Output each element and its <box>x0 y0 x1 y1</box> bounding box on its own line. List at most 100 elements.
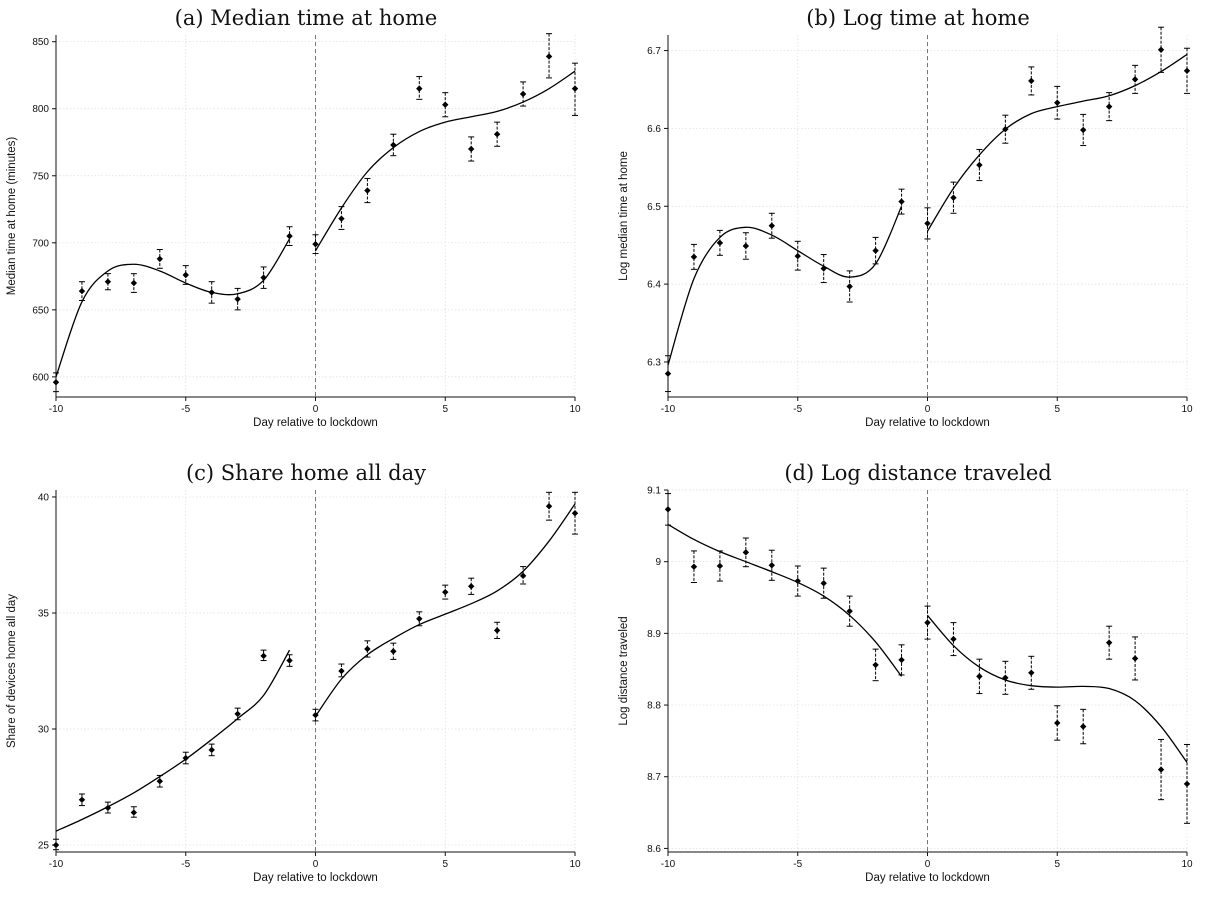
y-tick-label: 6.6 <box>647 124 661 135</box>
y-tick-label: 8.9 <box>647 629 661 640</box>
chart-plot-c: -10 -5 0 5 10 25 30 35 40 Day relative to lockdow… <box>6 490 581 884</box>
y-tick-label: 8.6 <box>647 844 661 855</box>
x-tick-label: 10 <box>1181 859 1193 870</box>
data-point <box>130 279 138 287</box>
x-tick-label: -5 <box>181 859 190 870</box>
y-tick-label: 850 <box>32 37 49 48</box>
data-point <box>104 278 112 285</box>
data-point <box>1183 67 1191 75</box>
data-point <box>950 635 957 643</box>
fit-curve-post <box>314 70 576 252</box>
data-point <box>794 577 801 585</box>
data-point <box>78 287 86 295</box>
data-point <box>208 289 215 296</box>
data-point <box>442 588 449 596</box>
data-point <box>742 242 750 250</box>
data-point <box>664 506 672 513</box>
chart-panel-a: (a) Median time at home -10 -5 0 5 10 600 650 7… <box>0 0 612 455</box>
chart-plot-a: -10 -5 0 5 10 600 650 700 750 800 850 Day relative … <box>6 33 581 429</box>
data-point <box>78 796 86 803</box>
fit-curve-post <box>927 615 1188 763</box>
data-point <box>571 85 579 92</box>
fit-curve-post <box>314 503 576 717</box>
data-point <box>742 549 750 556</box>
data-point <box>364 187 371 194</box>
data-point <box>182 271 189 279</box>
data-point <box>234 295 241 303</box>
data-point <box>1054 99 1061 106</box>
chart-panel-b: (b) Log time at home -10 -5 0 5 10 6.3 6.4 6.5 6… <box>612 0 1224 455</box>
data-point <box>338 667 345 675</box>
y-tick-label: 6.7 <box>647 46 661 57</box>
data-point <box>104 804 112 812</box>
data-point <box>130 809 138 816</box>
data-point <box>312 711 319 719</box>
data-point <box>260 652 267 660</box>
x-tick-label: -10 <box>49 859 64 870</box>
x-tick-label: -10 <box>661 859 676 870</box>
x-tick-label: -5 <box>181 404 190 415</box>
y-tick-label: 40 <box>38 492 50 503</box>
x-axis-label: Day relative to lockdown <box>253 417 378 429</box>
data-point <box>156 255 163 263</box>
y-tick-label: 9.1 <box>647 486 661 497</box>
x-tick-label: -5 <box>793 404 802 415</box>
data-point <box>312 240 319 248</box>
y-tick-label: 8.7 <box>647 772 661 783</box>
data-point <box>519 90 527 98</box>
data-point <box>872 247 879 254</box>
data-point <box>1157 766 1165 773</box>
data-point <box>898 198 905 205</box>
y-tick-label: 650 <box>32 305 49 316</box>
data-point <box>52 379 60 386</box>
y-tick-label: 25 <box>38 841 50 852</box>
data-point <box>208 746 215 754</box>
y-axis-label: Log distance traveled <box>618 616 630 725</box>
data-point <box>52 841 60 849</box>
data-point <box>442 101 449 108</box>
data-point <box>390 648 397 655</box>
y-tick-label: 750 <box>32 171 49 182</box>
data-point <box>468 145 475 153</box>
data-point <box>1028 669 1035 676</box>
data-point <box>976 673 983 680</box>
data-point <box>338 215 345 222</box>
data-point <box>976 161 983 169</box>
data-point <box>1080 723 1087 730</box>
x-tick-label: 10 <box>569 404 581 415</box>
data-point <box>1157 46 1165 53</box>
x-axis-label: Day relative to lockdown <box>865 417 990 429</box>
data-point <box>690 563 698 570</box>
data-point <box>1105 103 1113 110</box>
x-tick-label: 0 <box>313 859 319 870</box>
data-point <box>872 661 879 669</box>
chart-panel-d: (d) Log distance traveled -10 -5 0 5 10 8.6 8.… <box>612 455 1224 910</box>
data-point <box>286 657 293 664</box>
y-tick-label: 800 <box>32 104 49 115</box>
data-point <box>898 656 905 664</box>
data-point <box>286 232 293 240</box>
data-point <box>571 510 579 517</box>
data-point <box>1028 77 1035 85</box>
fit-curve-pre <box>667 206 903 366</box>
x-tick-label: 0 <box>925 404 931 415</box>
data-point <box>182 754 189 762</box>
y-axis-label: Log median time at home <box>618 151 630 281</box>
data-point <box>1080 126 1087 134</box>
fit-curve-pre <box>55 649 291 832</box>
x-tick-label: 5 <box>1054 404 1060 415</box>
chart-title: (a) Median time at home <box>174 6 438 30</box>
data-point <box>924 220 931 227</box>
fit-curve-pre <box>55 238 291 378</box>
data-point <box>545 53 553 60</box>
data-point <box>260 274 267 281</box>
x-tick-label: -5 <box>793 859 802 870</box>
chart-plot-b: -10 -5 0 5 10 6.3 6.4 6.5 6.6 6.7 Day relative to … <box>618 26 1193 429</box>
y-tick-label: 6.5 <box>647 202 661 213</box>
y-tick-label: 8.8 <box>647 701 661 712</box>
x-axis-label: Day relative to lockdown <box>253 872 378 884</box>
data-point <box>820 265 827 272</box>
chart-plot-d: -10 -5 0 5 10 8.6 8.7 8.8 8.9 9 9.1 Day relative to… <box>618 486 1193 885</box>
data-point <box>690 253 698 261</box>
data-point <box>1131 76 1139 83</box>
